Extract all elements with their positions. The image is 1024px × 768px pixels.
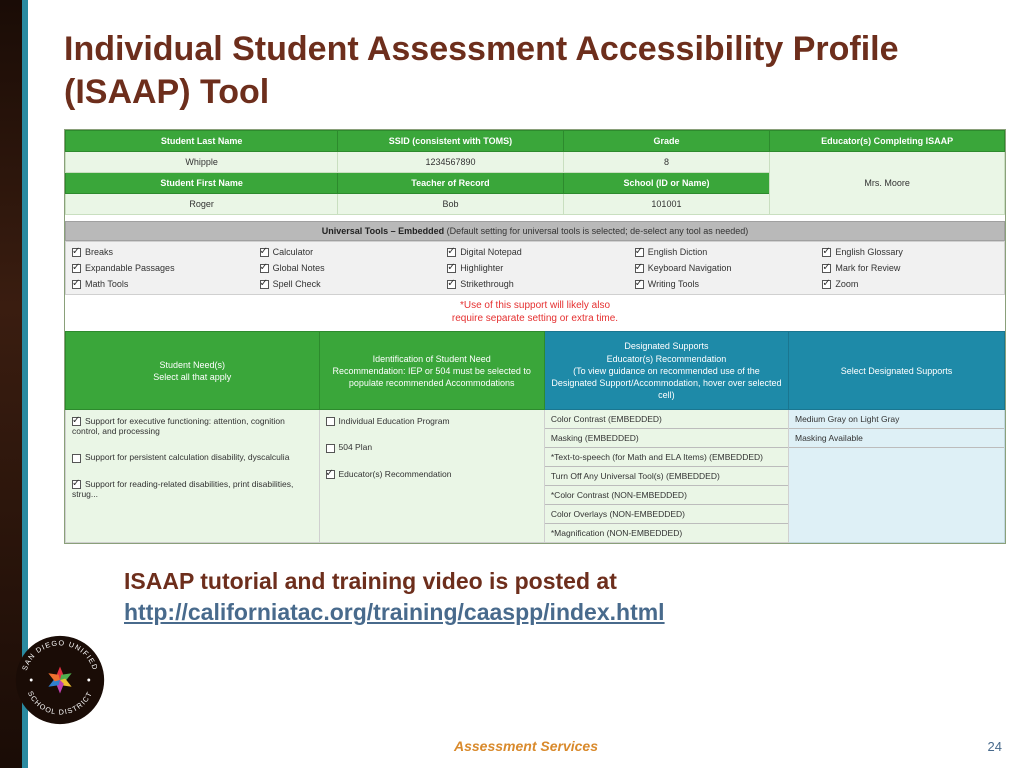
universal-tools-rest: (Default setting for universal tools is … xyxy=(444,226,748,236)
checkbox-icon xyxy=(72,417,81,426)
warning-note: *Use of this support will likely also re… xyxy=(65,295,1005,331)
val-educator: Mrs. Moore xyxy=(770,152,1005,215)
identification-item[interactable]: Educator(s) Recommendation xyxy=(326,469,538,479)
checkbox-icon xyxy=(635,248,644,257)
hdr-educator: Educator(s) Completing ISAAP xyxy=(770,131,1005,152)
designated-supports-cell: Color Contrast (EMBEDDED)Masking (EMBEDD… xyxy=(544,410,788,543)
checkbox-icon xyxy=(447,248,456,257)
checkbox-icon xyxy=(447,264,456,273)
slide-title: Individual Student Assessment Accessibil… xyxy=(64,28,1006,113)
hdr-identification: Identification of Student NeedRecommenda… xyxy=(319,332,544,410)
tool-item[interactable]: Math Tools xyxy=(66,276,254,292)
val-school: 101001 xyxy=(563,194,770,215)
tool-item[interactable]: Breaks xyxy=(66,244,254,260)
identification-cell: Individual Education Program 504 Plan Educ… xyxy=(319,410,544,543)
student-need-item[interactable]: Support for persistent calculation disab… xyxy=(72,452,313,462)
selected-support-item: Masking Available xyxy=(789,429,1004,448)
hdr-select-supports: Select Designated Supports xyxy=(789,332,1005,410)
hdr-designated-supports: Designated SupportsEducator(s) Recommend… xyxy=(544,332,788,410)
checkbox-icon xyxy=(326,417,335,426)
warn-line-2: require separate setting or extra time. xyxy=(452,313,618,324)
checkbox-icon xyxy=(72,280,81,289)
tool-item[interactable]: Mark for Review xyxy=(816,260,1004,276)
supports-table: Student Need(s)Select all that apply Ide… xyxy=(65,331,1005,543)
tool-item[interactable]: English Glossary xyxy=(816,244,1004,260)
checkbox-icon xyxy=(822,248,831,257)
slide: Individual Student Assessment Accessibil… xyxy=(0,0,1024,768)
hdr-school: School (ID or Name) xyxy=(563,173,770,194)
selected-support-item: Medium Gray on Light Gray xyxy=(789,410,1004,429)
tool-item[interactable]: Zoom xyxy=(816,276,1004,292)
body-lead: ISAAP tutorial and training video is pos… xyxy=(124,568,617,594)
slide-content: Individual Student Assessment Accessibil… xyxy=(28,0,1024,768)
hdr-teacher: Teacher of Record xyxy=(338,173,563,194)
identification-item[interactable]: 504 Plan xyxy=(326,442,538,452)
checkbox-icon xyxy=(72,248,81,257)
universal-tools-bold: Universal Tools – Embedded xyxy=(322,226,444,236)
tool-item[interactable]: Expandable Passages xyxy=(66,260,254,276)
tool-item[interactable]: Writing Tools xyxy=(629,276,817,292)
tool-item[interactable]: Calculator xyxy=(254,244,442,260)
val-last-name: Whipple xyxy=(66,152,338,173)
checkbox-icon xyxy=(72,264,81,273)
checkbox-icon xyxy=(635,280,644,289)
checkbox-icon xyxy=(260,280,269,289)
hdr-grade: Grade xyxy=(563,131,770,152)
tool-item[interactable]: English Diction xyxy=(629,244,817,260)
designated-support-item: *Magnification (NON-EMBEDDED) xyxy=(545,524,788,542)
student-need-item[interactable]: Support for reading-related disabilities… xyxy=(72,479,313,499)
warn-line-1: *Use of this support will likely also xyxy=(460,300,610,311)
checkbox-icon xyxy=(635,264,644,273)
hdr-student-needs: Student Need(s)Select all that apply xyxy=(66,332,320,410)
checkbox-icon xyxy=(326,444,335,453)
checkbox-icon xyxy=(822,280,831,289)
checkbox-icon xyxy=(260,264,269,273)
val-teacher: Bob xyxy=(338,194,563,215)
designated-support-item: *Text-to-speech (for Math and ELA Items)… xyxy=(545,448,788,467)
page-number: 24 xyxy=(988,739,1002,754)
designated-support-item: Masking (EMBEDDED) xyxy=(545,429,788,448)
checkbox-icon xyxy=(72,480,81,489)
isaap-form: Student Last Name SSID (consistent with … xyxy=(64,129,1006,544)
val-grade: 8 xyxy=(563,152,770,173)
student-need-item[interactable]: Support for executive functioning: atten… xyxy=(72,416,313,436)
checkbox-icon xyxy=(447,280,456,289)
val-ssid: 1234567890 xyxy=(338,152,563,173)
designated-support-item: *Color Contrast (NON-EMBEDDED) xyxy=(545,486,788,505)
tool-item[interactable]: Global Notes xyxy=(254,260,442,276)
tool-item[interactable]: Spell Check xyxy=(254,276,442,292)
district-logo: SAN DIEGO UNIFIED SCHOOL DISTRICT xyxy=(12,632,108,728)
tool-item[interactable]: Digital Notepad xyxy=(441,244,629,260)
tool-item[interactable]: Keyboard Navigation xyxy=(629,260,817,276)
designated-support-item: Color Overlays (NON-EMBEDDED) xyxy=(545,505,788,524)
tool-item[interactable]: Highlighter xyxy=(441,260,629,276)
footer-label: Assessment Services xyxy=(28,738,1024,754)
universal-tools-grid: BreaksCalculatorDigital NotepadEnglish D… xyxy=(65,241,1005,295)
val-first-name: Roger xyxy=(66,194,338,215)
hdr-ssid: SSID (consistent with TOMS) xyxy=(338,131,563,152)
identification-item[interactable]: Individual Education Program xyxy=(326,416,538,426)
checkbox-icon xyxy=(72,454,81,463)
hdr-first-name: Student First Name xyxy=(66,173,338,194)
student-info-table: Student Last Name SSID (consistent with … xyxy=(65,130,1005,215)
select-supports-cell: Medium Gray on Light GrayMasking Availab… xyxy=(789,410,1005,543)
hdr-last-name: Student Last Name xyxy=(66,131,338,152)
designated-support-item: Color Contrast (EMBEDDED) xyxy=(545,410,788,429)
checkbox-icon xyxy=(326,470,335,479)
student-needs-cell: Support for executive functioning: atten… xyxy=(66,410,320,543)
tutorial-link[interactable]: http://californiatac.org/training/caaspp… xyxy=(124,599,665,625)
body-text: ISAAP tutorial and training video is pos… xyxy=(64,566,1006,628)
designated-support-item: Turn Off Any Universal Tool(s) (EMBEDDED… xyxy=(545,467,788,486)
universal-tools-header: Universal Tools – Embedded (Default sett… xyxy=(65,221,1005,241)
tool-item[interactable]: Strikethrough xyxy=(441,276,629,292)
checkbox-icon xyxy=(260,248,269,257)
checkbox-icon xyxy=(822,264,831,273)
